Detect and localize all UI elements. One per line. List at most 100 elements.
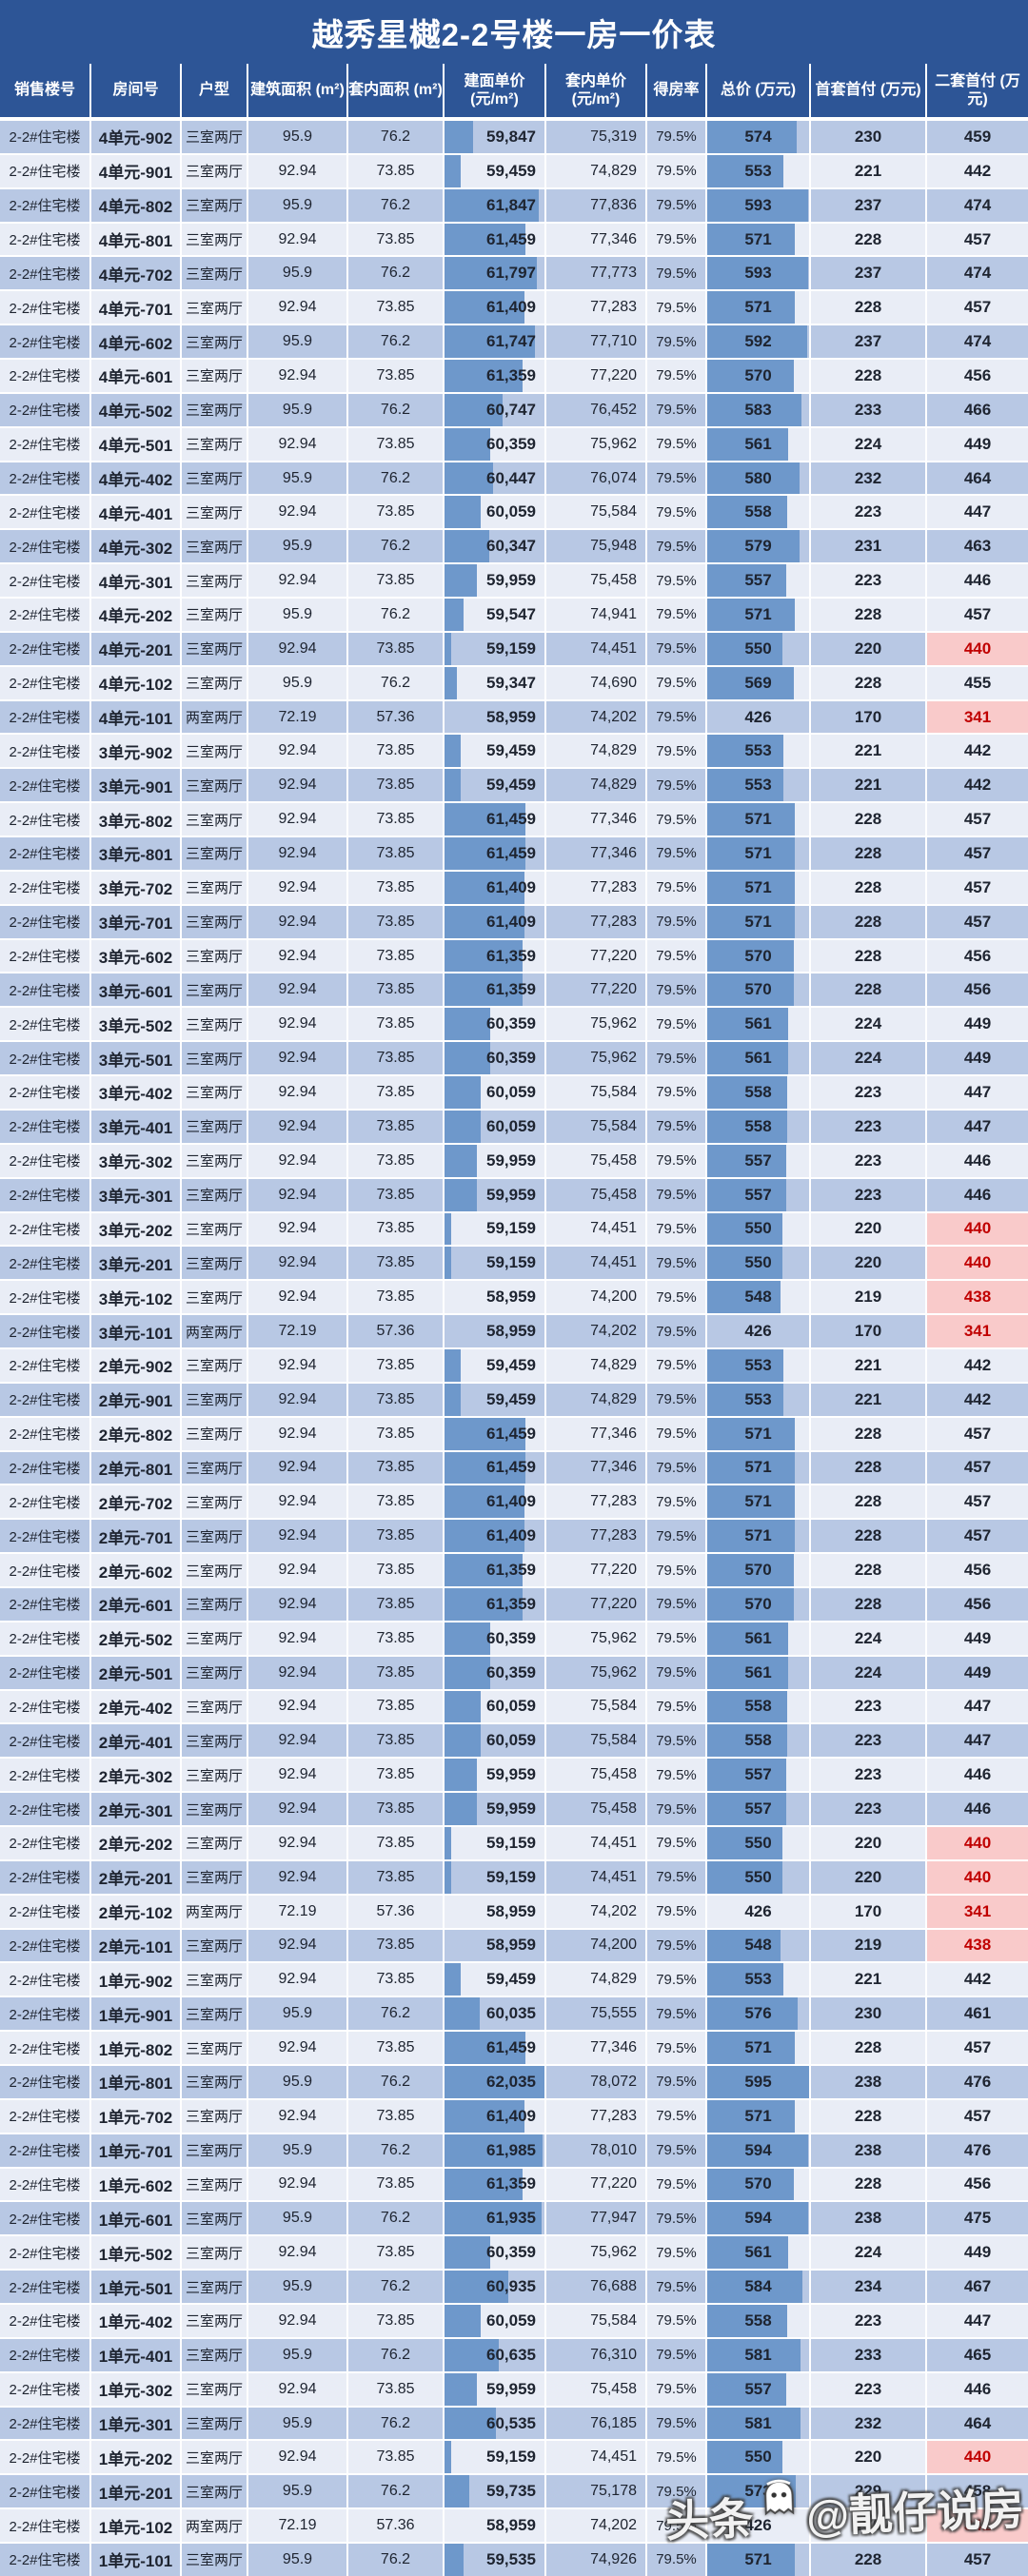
cell-unit_price: 59,735	[443, 2473, 544, 2508]
title-band: 越秀星樾2-2号楼一房一价表	[0, 0, 1028, 64]
cell-inner_area: 73.85	[346, 1552, 443, 1586]
cell-room: 4单元-302	[89, 528, 180, 563]
cell-area: 95.9	[247, 2473, 346, 2508]
cell-inner_price: 77,283	[544, 289, 645, 324]
cell-inner_price: 77,836	[544, 187, 645, 222]
cell-area: 92.94	[247, 358, 346, 392]
cell-building: 2-2#住宅楼	[0, 1108, 89, 1143]
cell-room: 2单元-801	[89, 1449, 180, 1485]
cell-down_first: 228	[809, 2542, 925, 2576]
table-row: 2-2#住宅楼 3单元-401 三室两厅 92.94 73.85 60,059 75,584…	[0, 1108, 1028, 1143]
cell-efficiency: 79.5%	[645, 1791, 705, 1825]
table-row: 2-2#住宅楼 4单元-301 三室两厅 92.94 73.85 59,959 75,458…	[0, 562, 1028, 598]
total-price-databar	[707, 1656, 789, 1689]
cell-layout: 三室两厅	[180, 1824, 247, 1859]
cell-room: 3单元-501	[89, 1040, 180, 1075]
cell-down_first: 228	[809, 289, 925, 324]
cell-building: 2-2#住宅楼	[0, 187, 89, 222]
table-row: 2-2#住宅楼 2单元-801 三室两厅 92.94 73.85 61,459 77,346…	[0, 1449, 1028, 1485]
table-row: 2-2#住宅楼 1单元-802 三室两厅 92.94 73.85 61,459 77,346…	[0, 2030, 1028, 2064]
cell-unit_price: 60,747	[443, 391, 544, 426]
total-price-databar	[707, 393, 802, 426]
cell-unit_price: 59,459	[443, 767, 544, 802]
cell-unit_price: 59,959	[443, 1176, 544, 1211]
cell-inner_price: 74,202	[544, 698, 645, 734]
cell-down_second: 457	[925, 221, 1028, 256]
unit-price-databar	[445, 871, 524, 904]
cell-efficiency: 79.5%	[645, 1484, 705, 1519]
cell-unit_price: 60,059	[443, 1108, 544, 1143]
cell-room: 1单元-601	[89, 2200, 180, 2235]
unit-price-databar	[445, 939, 523, 973]
cell-area: 92.94	[247, 1858, 346, 1894]
cell-efficiency: 79.5%	[645, 1108, 705, 1143]
cell-total: 595	[705, 2063, 809, 2098]
cell-inner_area: 73.85	[346, 1176, 443, 1211]
cell-down_first: 238	[809, 2132, 925, 2167]
cell-layout: 三室两厅	[180, 2473, 247, 2508]
total-price-databar	[707, 2134, 809, 2167]
table-row: 2-2#住宅楼 3单元-101 两室两厅 72.19 57.36 58,959 74,202…	[0, 1313, 1028, 1347]
cell-down_second: 440	[925, 1210, 1028, 1246]
cell-down_first: 237	[809, 255, 925, 290]
cell-inner_area: 73.85	[346, 733, 443, 768]
cell-total: 584	[705, 2269, 809, 2303]
cell-inner_price: 74,829	[544, 1347, 645, 1382]
cell-area: 95.9	[247, 187, 346, 222]
cell-layout: 三室两厅	[180, 2439, 247, 2474]
cell-efficiency: 79.5%	[645, 391, 705, 426]
table-row: 2-2#住宅楼 4单元-202 三室两厅 95.9 76.2 59,547 74,941 79…	[0, 597, 1028, 631]
cell-down_second: 457	[925, 597, 1028, 631]
cell-area: 92.94	[247, 903, 346, 938]
table-row: 2-2#住宅楼 4单元-402 三室两厅 95.9 76.2 60,447 76,074 79…	[0, 460, 1028, 495]
total-price-databar	[707, 1929, 781, 1962]
cell-area: 92.94	[247, 152, 346, 187]
cell-room: 3单元-401	[89, 1108, 180, 1143]
total-price-databar	[707, 188, 808, 222]
cell-inner_area: 76.2	[346, 2132, 443, 2167]
unit-price-databar	[445, 1793, 478, 1825]
cell-layout: 三室两厅	[180, 1449, 247, 1485]
cell-inner_area: 73.85	[346, 1245, 443, 1280]
table-row: 2-2#住宅楼 4单元-501 三室两厅 92.94 73.85 60,359 75,962…	[0, 425, 1028, 461]
cell-down_first: 228	[809, 2030, 925, 2064]
total-price-databar	[707, 1348, 784, 1382]
cell-inner_price: 77,346	[544, 836, 645, 870]
cell-layout: 两室两厅	[180, 698, 247, 734]
cell-area: 92.94	[247, 937, 346, 973]
cell-total: 581	[705, 2405, 809, 2440]
cell-total: 571	[705, 1449, 809, 1485]
total-price-databar	[707, 735, 784, 768]
table-row: 2-2#住宅楼 2单元-402 三室两厅 92.94 73.85 60,059 75,584…	[0, 1688, 1028, 1723]
total-price-databar	[707, 666, 794, 699]
table-row: 2-2#住宅楼 1单元-402 三室两厅 92.94 73.85 60,059 75,584…	[0, 2303, 1028, 2337]
header-cell-room: 房间号	[89, 64, 180, 117]
cell-area: 92.94	[247, 869, 346, 904]
cell-inner_area: 73.85	[346, 562, 443, 598]
cell-building: 2-2#住宅楼	[0, 1347, 89, 1382]
cell-unit_price: 58,959	[443, 1313, 544, 1347]
cell-room: 4单元-202	[89, 597, 180, 631]
cell-efficiency: 79.5%	[645, 1518, 705, 1553]
cell-total: 570	[705, 358, 809, 392]
cell-down_first: 219	[809, 1927, 925, 1962]
table-row: 2-2#住宅楼 3单元-902 三室两厅 92.94 73.85 59,459 74,829…	[0, 733, 1028, 768]
cell-efficiency: 79.5%	[645, 2336, 705, 2371]
cell-inner_price: 77,947	[544, 2200, 645, 2235]
cell-inner_area: 73.85	[346, 1654, 443, 1689]
unit-price-databar	[445, 1417, 526, 1450]
cell-down_first: 228	[809, 664, 925, 699]
cell-total: 548	[705, 1927, 809, 1962]
cell-total: 594	[705, 2200, 809, 2235]
cell-efficiency: 79.5%	[645, 1722, 705, 1758]
cell-inner_area: 73.85	[346, 1449, 443, 1485]
cell-efficiency: 79.5%	[645, 2473, 705, 2508]
total-price-databar	[707, 1383, 784, 1416]
cell-total: 426	[705, 2507, 809, 2543]
cell-inner_price: 75,584	[544, 2303, 645, 2337]
cell-building: 2-2#住宅楼	[0, 1927, 89, 1962]
total-price-databar	[707, 496, 787, 529]
cell-area: 92.94	[247, 494, 346, 529]
cell-efficiency: 79.5%	[645, 528, 705, 563]
cell-building: 2-2#住宅楼	[0, 2030, 89, 2064]
